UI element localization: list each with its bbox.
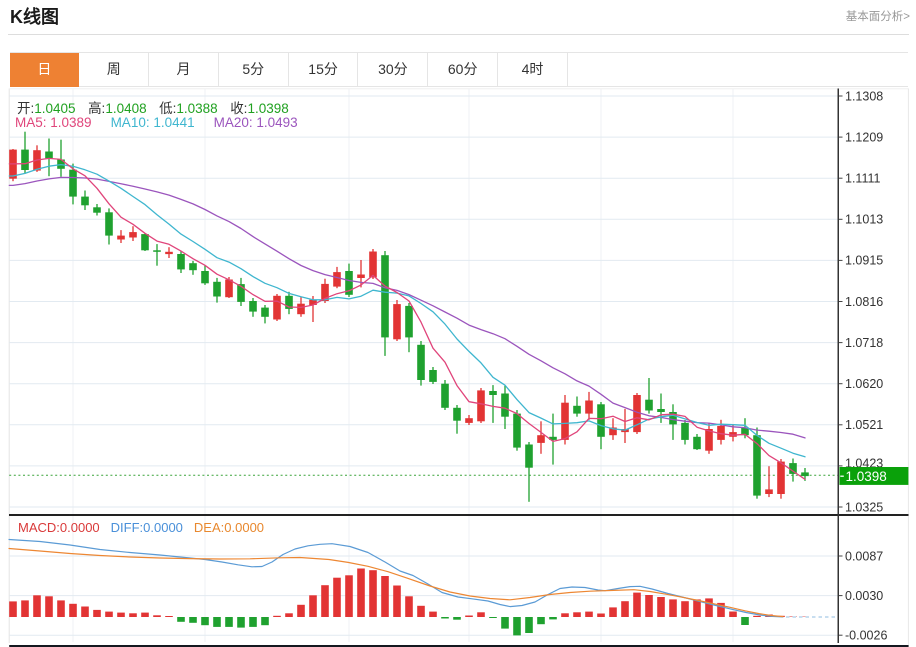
svg-text:0.0087: 0.0087 (845, 549, 883, 563)
svg-text:1.0325: 1.0325 (845, 500, 883, 514)
svg-text:1.1308: 1.1308 (845, 89, 883, 103)
svg-text:1.1013: 1.1013 (845, 213, 883, 227)
svg-text:1.0816: 1.0816 (845, 295, 883, 309)
svg-text:1.0915: 1.0915 (845, 254, 883, 268)
svg-text:1.0398: 1.0398 (846, 469, 887, 484)
svg-text:1.0718: 1.0718 (845, 336, 883, 350)
svg-text:1.0620: 1.0620 (845, 377, 883, 391)
svg-text:0.0030: 0.0030 (845, 589, 883, 603)
svg-text:1.1209: 1.1209 (845, 130, 883, 144)
svg-text:-0.0026: -0.0026 (845, 629, 887, 643)
svg-text:1.1111: 1.1111 (845, 172, 880, 186)
svg-text:1.0521: 1.0521 (845, 418, 883, 432)
